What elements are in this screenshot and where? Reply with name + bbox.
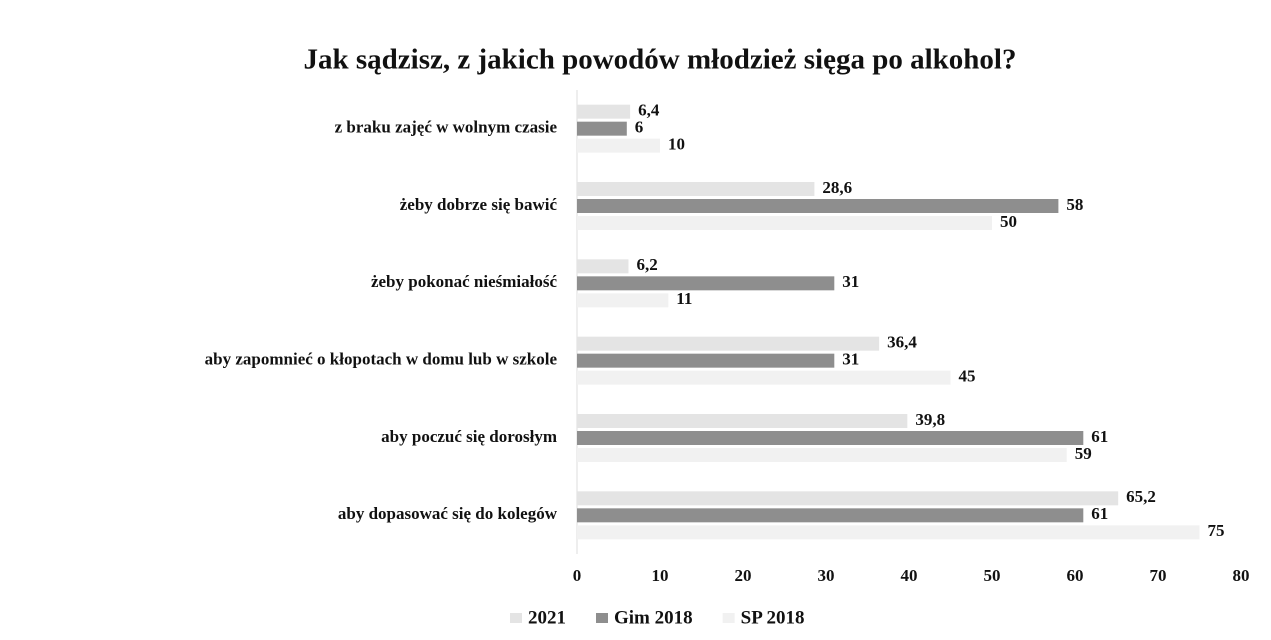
bar [577, 216, 992, 230]
bar [577, 431, 1084, 445]
data-label: 31 [842, 272, 859, 291]
bar [577, 199, 1059, 213]
data-label: 39,8 [915, 410, 945, 429]
legend-label: SP 2018 [741, 607, 805, 628]
bar [577, 414, 908, 428]
bar [577, 293, 669, 308]
category-label: aby dopasować się do kolegów [338, 504, 558, 523]
legend-label: Gim 2018 [614, 607, 693, 628]
bar [577, 353, 835, 368]
bar [577, 121, 627, 136]
bar [577, 182, 815, 196]
x-tick-label: 30 [818, 566, 835, 585]
x-tick-label: 40 [901, 566, 918, 585]
bar [577, 336, 880, 351]
x-tick-label: 50 [984, 566, 1001, 585]
bar [577, 491, 1119, 506]
category-label: aby poczuć się dorosłym [381, 427, 557, 446]
data-label: 50 [1000, 212, 1017, 231]
x-tick-label: 60 [1067, 566, 1084, 585]
bar [577, 448, 1067, 462]
legend-swatch [722, 613, 735, 623]
bar [577, 276, 835, 291]
legend-swatch [510, 613, 522, 623]
data-label: 31 [842, 350, 859, 369]
data-label: 58 [1066, 195, 1083, 214]
data-label: 6,4 [638, 101, 660, 120]
data-label: 59 [1075, 444, 1092, 463]
x-tick-label: 0 [573, 566, 582, 585]
data-label: 61 [1091, 427, 1108, 446]
data-label: 6,2 [636, 255, 657, 274]
data-label: 6 [635, 118, 644, 137]
bar [577, 525, 1200, 540]
bar [577, 138, 660, 153]
category-label: żeby pokonać nieśmiałość [371, 272, 558, 291]
bar [577, 104, 631, 119]
data-label: 10 [668, 135, 685, 154]
category-label: aby zapomnieć o kłopotach w domu lub w s… [205, 350, 558, 369]
legend-label: 2021 [528, 607, 566, 628]
bar [577, 370, 951, 385]
data-label: 36,4 [887, 333, 917, 352]
data-label: 65,2 [1126, 487, 1156, 506]
x-tick-label: 20 [735, 566, 752, 585]
data-label: 45 [959, 367, 976, 386]
x-tick-label: 70 [1150, 566, 1167, 585]
bar [577, 259, 629, 274]
legend-swatch [596, 613, 608, 623]
category-label: z braku zajęć w wolnym czasie [335, 118, 558, 137]
x-tick-label: 80 [1233, 566, 1250, 585]
data-label: 11 [676, 289, 692, 308]
data-label: 61 [1091, 504, 1108, 523]
data-label: 75 [1208, 521, 1225, 540]
bar [577, 508, 1084, 523]
data-label: 28,6 [822, 178, 852, 197]
chart-title: Jak sądzisz, z jakich powodów młodzież s… [304, 44, 1017, 76]
x-tick-label: 10 [652, 566, 669, 585]
category-label: żeby dobrze się bawić [400, 195, 558, 214]
